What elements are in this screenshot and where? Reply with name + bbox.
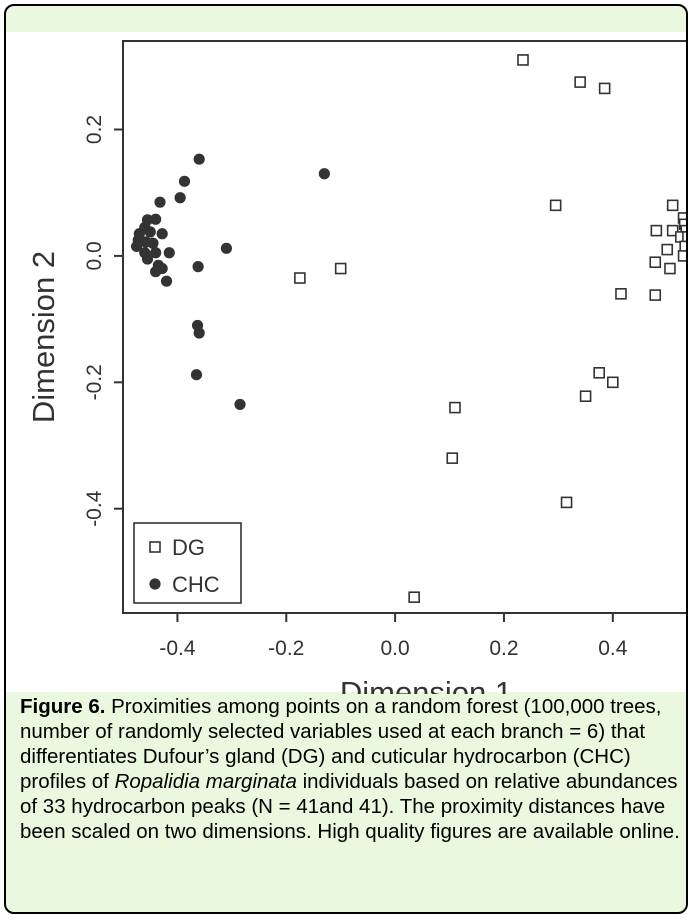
dg-point bbox=[446, 452, 459, 464]
legend-dg-label: DG bbox=[172, 535, 205, 560]
y-tick-label: -0.4 bbox=[83, 490, 106, 527]
dg-point bbox=[593, 367, 606, 379]
legend-box bbox=[133, 522, 242, 604]
dg-point bbox=[666, 224, 679, 237]
chc-point bbox=[156, 228, 168, 240]
y-axis-label: Dimension 2 bbox=[26, 251, 61, 423]
dg-point bbox=[666, 199, 679, 212]
x-tick-label: 0.4 bbox=[598, 637, 628, 660]
chc-point bbox=[150, 247, 162, 259]
chc-point bbox=[220, 242, 233, 254]
dg-point bbox=[408, 591, 420, 603]
chc-point bbox=[163, 247, 175, 259]
chc-point bbox=[318, 168, 330, 180]
dg-point bbox=[517, 54, 529, 66]
x-tick-label: 0.2 bbox=[489, 637, 518, 660]
chc-point bbox=[156, 262, 168, 275]
x-tick-label: -0.2 bbox=[268, 637, 304, 660]
dg-point bbox=[680, 224, 686, 237]
dg-point bbox=[560, 496, 573, 509]
dg-point bbox=[607, 376, 619, 389]
dg-point bbox=[649, 289, 662, 301]
figure-panel: -0.4 -0.2 0.0 0.2 0.4 -0.4 -0.2 0.0 0.2 Dimension… bbox=[4, 4, 688, 914]
chc-point bbox=[131, 240, 143, 253]
chc-point bbox=[174, 192, 186, 204]
dg-point bbox=[677, 250, 686, 262]
dg-point bbox=[615, 288, 627, 300]
caption-text-1: Proximities among points on a random for… bbox=[20, 695, 662, 793]
dg-point bbox=[579, 390, 592, 403]
chc-point bbox=[160, 275, 173, 287]
chc-point bbox=[144, 226, 156, 238]
chc-point bbox=[193, 153, 205, 165]
y-tick-label: -0.2 bbox=[83, 364, 106, 400]
plot-background bbox=[6, 32, 686, 692]
caption-species: Ropalidia marginata bbox=[114, 770, 297, 793]
dg-point bbox=[664, 262, 676, 275]
y-tick-label: 0.0 bbox=[83, 241, 106, 270]
chc-point bbox=[193, 327, 205, 339]
dg-point bbox=[661, 243, 674, 256]
dg-point bbox=[574, 76, 586, 88]
x-axis-label: Dimension 1 bbox=[340, 675, 512, 694]
dg-point bbox=[334, 262, 347, 275]
x-tick-label: -0.4 bbox=[159, 637, 196, 660]
chc-point bbox=[190, 369, 203, 381]
chc-point bbox=[234, 398, 246, 411]
dg-point bbox=[598, 82, 611, 95]
figure-caption: Figure 6. Proximities among points on a … bbox=[20, 694, 680, 844]
dg-point bbox=[679, 240, 686, 253]
x-tick-label: 0.0 bbox=[381, 637, 410, 660]
chc-point bbox=[192, 261, 204, 273]
chc-point bbox=[147, 237, 159, 249]
figure-label: Figure 6. bbox=[20, 695, 106, 718]
dg-point bbox=[682, 231, 686, 243]
chc-point bbox=[154, 196, 166, 208]
dg-point bbox=[449, 401, 461, 414]
chc-point bbox=[141, 253, 154, 265]
chc-point bbox=[178, 175, 191, 187]
caption-text-2: individuals based on relative abundances… bbox=[20, 770, 680, 843]
plot-frame bbox=[122, 40, 686, 614]
scatter-chart: -0.4 -0.2 0.0 0.2 0.4 -0.4 -0.2 0.0 0.2 Dimension… bbox=[26, 40, 686, 694]
legend-chc-label: CHC bbox=[172, 572, 220, 597]
dg-point bbox=[294, 272, 306, 284]
dg-point bbox=[650, 224, 663, 237]
dg-point bbox=[649, 256, 662, 269]
dg-point bbox=[549, 199, 562, 212]
legend-dg-marker bbox=[149, 541, 161, 553]
y-tick-label: 0.2 bbox=[83, 115, 106, 144]
legend-chc-marker bbox=[149, 578, 161, 590]
chc-point bbox=[150, 213, 162, 225]
